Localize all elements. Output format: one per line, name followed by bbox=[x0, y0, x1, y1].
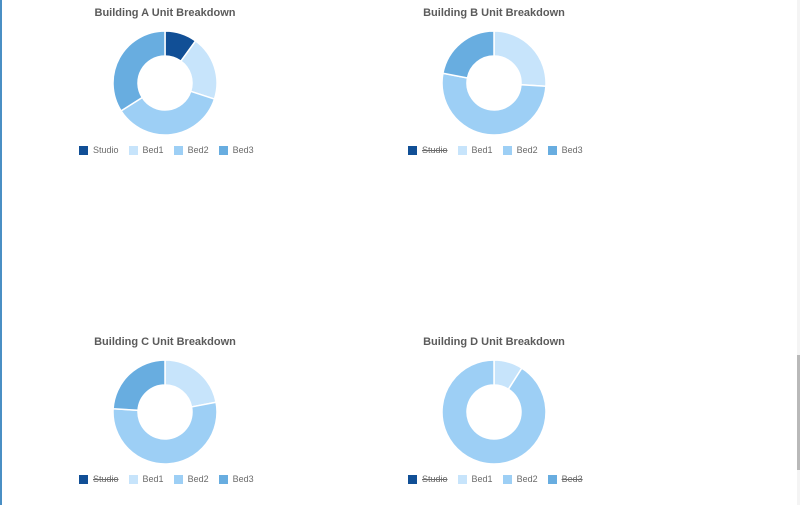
legend-item-bed2[interactable]: Bed2 bbox=[173, 474, 209, 484]
legend-label: Bed2 bbox=[187, 474, 209, 484]
legend-item-bed1[interactable]: Bed1 bbox=[128, 474, 164, 484]
scrollbar-track[interactable] bbox=[797, 0, 800, 505]
slice-bed2[interactable] bbox=[112, 401, 218, 465]
legend-swatch bbox=[173, 474, 183, 484]
legend-item-bed2[interactable]: Bed2 bbox=[502, 145, 538, 155]
legend-swatch bbox=[547, 145, 557, 155]
legend-item-bed2[interactable]: Bed2 bbox=[173, 145, 209, 155]
legend-label: Bed1 bbox=[142, 474, 164, 484]
legend-label: Bed3 bbox=[561, 474, 583, 484]
legend-swatch bbox=[457, 474, 467, 484]
slice-bed3[interactable] bbox=[112, 30, 166, 112]
chart-legend: Studio Bed1 Bed2 Bed3 bbox=[408, 473, 593, 485]
chart-legend: Studio Bed1 Bed2 Bed3 bbox=[408, 144, 593, 156]
legend-swatch bbox=[547, 474, 557, 484]
legend-label: Bed1 bbox=[471, 145, 493, 155]
chart-panel-building-a: Building A Unit Breakdown Studio Bed1 Bed2… bbox=[70, 0, 270, 165]
legend-swatch bbox=[218, 474, 228, 484]
slice-bed2[interactable] bbox=[441, 72, 547, 136]
legend-label: Studio bbox=[93, 474, 119, 484]
chart-panel-building-b: Building B Unit Breakdown Studio Bed1 Bed2… bbox=[399, 0, 599, 165]
legend-item-studio[interactable]: Studio bbox=[408, 145, 448, 155]
chart-title: Building D Unit Breakdown bbox=[423, 336, 565, 348]
legend-item-bed1[interactable]: Bed1 bbox=[457, 474, 493, 484]
chart-title: Building B Unit Breakdown bbox=[423, 7, 565, 19]
donut-chart[interactable] bbox=[439, 357, 549, 467]
slice-bed3[interactable] bbox=[112, 359, 166, 412]
legend-label: Bed1 bbox=[142, 145, 164, 155]
legend-label: Studio bbox=[422, 474, 448, 484]
slice-bed2[interactable] bbox=[120, 90, 216, 136]
legend-label: Bed3 bbox=[561, 145, 583, 155]
legend-item-bed1[interactable]: Bed1 bbox=[457, 145, 493, 155]
legend-item-studio[interactable]: Studio bbox=[408, 474, 448, 484]
legend-item-bed2[interactable]: Bed2 bbox=[502, 474, 538, 484]
donut-chart[interactable] bbox=[439, 28, 549, 138]
legend-item-bed3[interactable]: Bed3 bbox=[218, 474, 254, 484]
legend-swatch bbox=[79, 145, 88, 155]
legend-label: Bed1 bbox=[471, 474, 493, 484]
legend-item-bed1[interactable]: Bed1 bbox=[128, 145, 164, 155]
legend-item-bed3[interactable]: Bed3 bbox=[218, 145, 254, 155]
legend-label: Bed2 bbox=[516, 474, 538, 484]
legend-swatch bbox=[173, 145, 183, 155]
chart-legend: Studio Bed1 Bed2 Bed3 bbox=[79, 473, 264, 485]
scrollbar-thumb[interactable] bbox=[797, 355, 800, 470]
legend-label: Studio bbox=[422, 145, 448, 155]
legend-swatch bbox=[502, 145, 512, 155]
slice-bed3[interactable] bbox=[442, 30, 495, 79]
legend-label: Bed2 bbox=[516, 145, 538, 155]
chart-title: Building A Unit Breakdown bbox=[94, 7, 236, 19]
legend-item-bed3[interactable]: Bed3 bbox=[547, 145, 583, 155]
legend-swatch bbox=[502, 474, 512, 484]
legend-label: Bed3 bbox=[232, 474, 254, 484]
legend-swatch bbox=[218, 145, 228, 155]
legend-swatch bbox=[408, 474, 417, 484]
donut-chart[interactable] bbox=[110, 28, 220, 138]
chart-legend: Studio Bed1 Bed2 Bed3 bbox=[79, 144, 264, 156]
legend-label: Bed3 bbox=[232, 145, 254, 155]
chart-panel-building-d: Building D Unit Breakdown Studio Bed1 Bed2… bbox=[399, 329, 599, 494]
slice-bed1[interactable] bbox=[493, 30, 547, 88]
legend-swatch bbox=[128, 145, 138, 155]
legend-swatch bbox=[457, 145, 467, 155]
left-border bbox=[0, 0, 2, 505]
legend-item-studio[interactable]: Studio bbox=[79, 145, 119, 155]
legend-label: Bed2 bbox=[187, 145, 209, 155]
chart-panel-building-c: Building C Unit Breakdown Studio Bed1 Bed2… bbox=[70, 329, 270, 494]
legend-swatch bbox=[128, 474, 138, 484]
slice-bed1[interactable] bbox=[164, 359, 217, 408]
legend-item-bed3[interactable]: Bed3 bbox=[547, 474, 583, 484]
legend-swatch bbox=[79, 474, 88, 484]
legend-item-studio[interactable]: Studio bbox=[79, 474, 119, 484]
donut-chart[interactable] bbox=[110, 357, 220, 467]
chart-title: Building C Unit Breakdown bbox=[94, 336, 236, 348]
legend-label: Studio bbox=[93, 145, 119, 155]
legend-swatch bbox=[408, 145, 417, 155]
slice-bed2[interactable] bbox=[441, 359, 547, 465]
